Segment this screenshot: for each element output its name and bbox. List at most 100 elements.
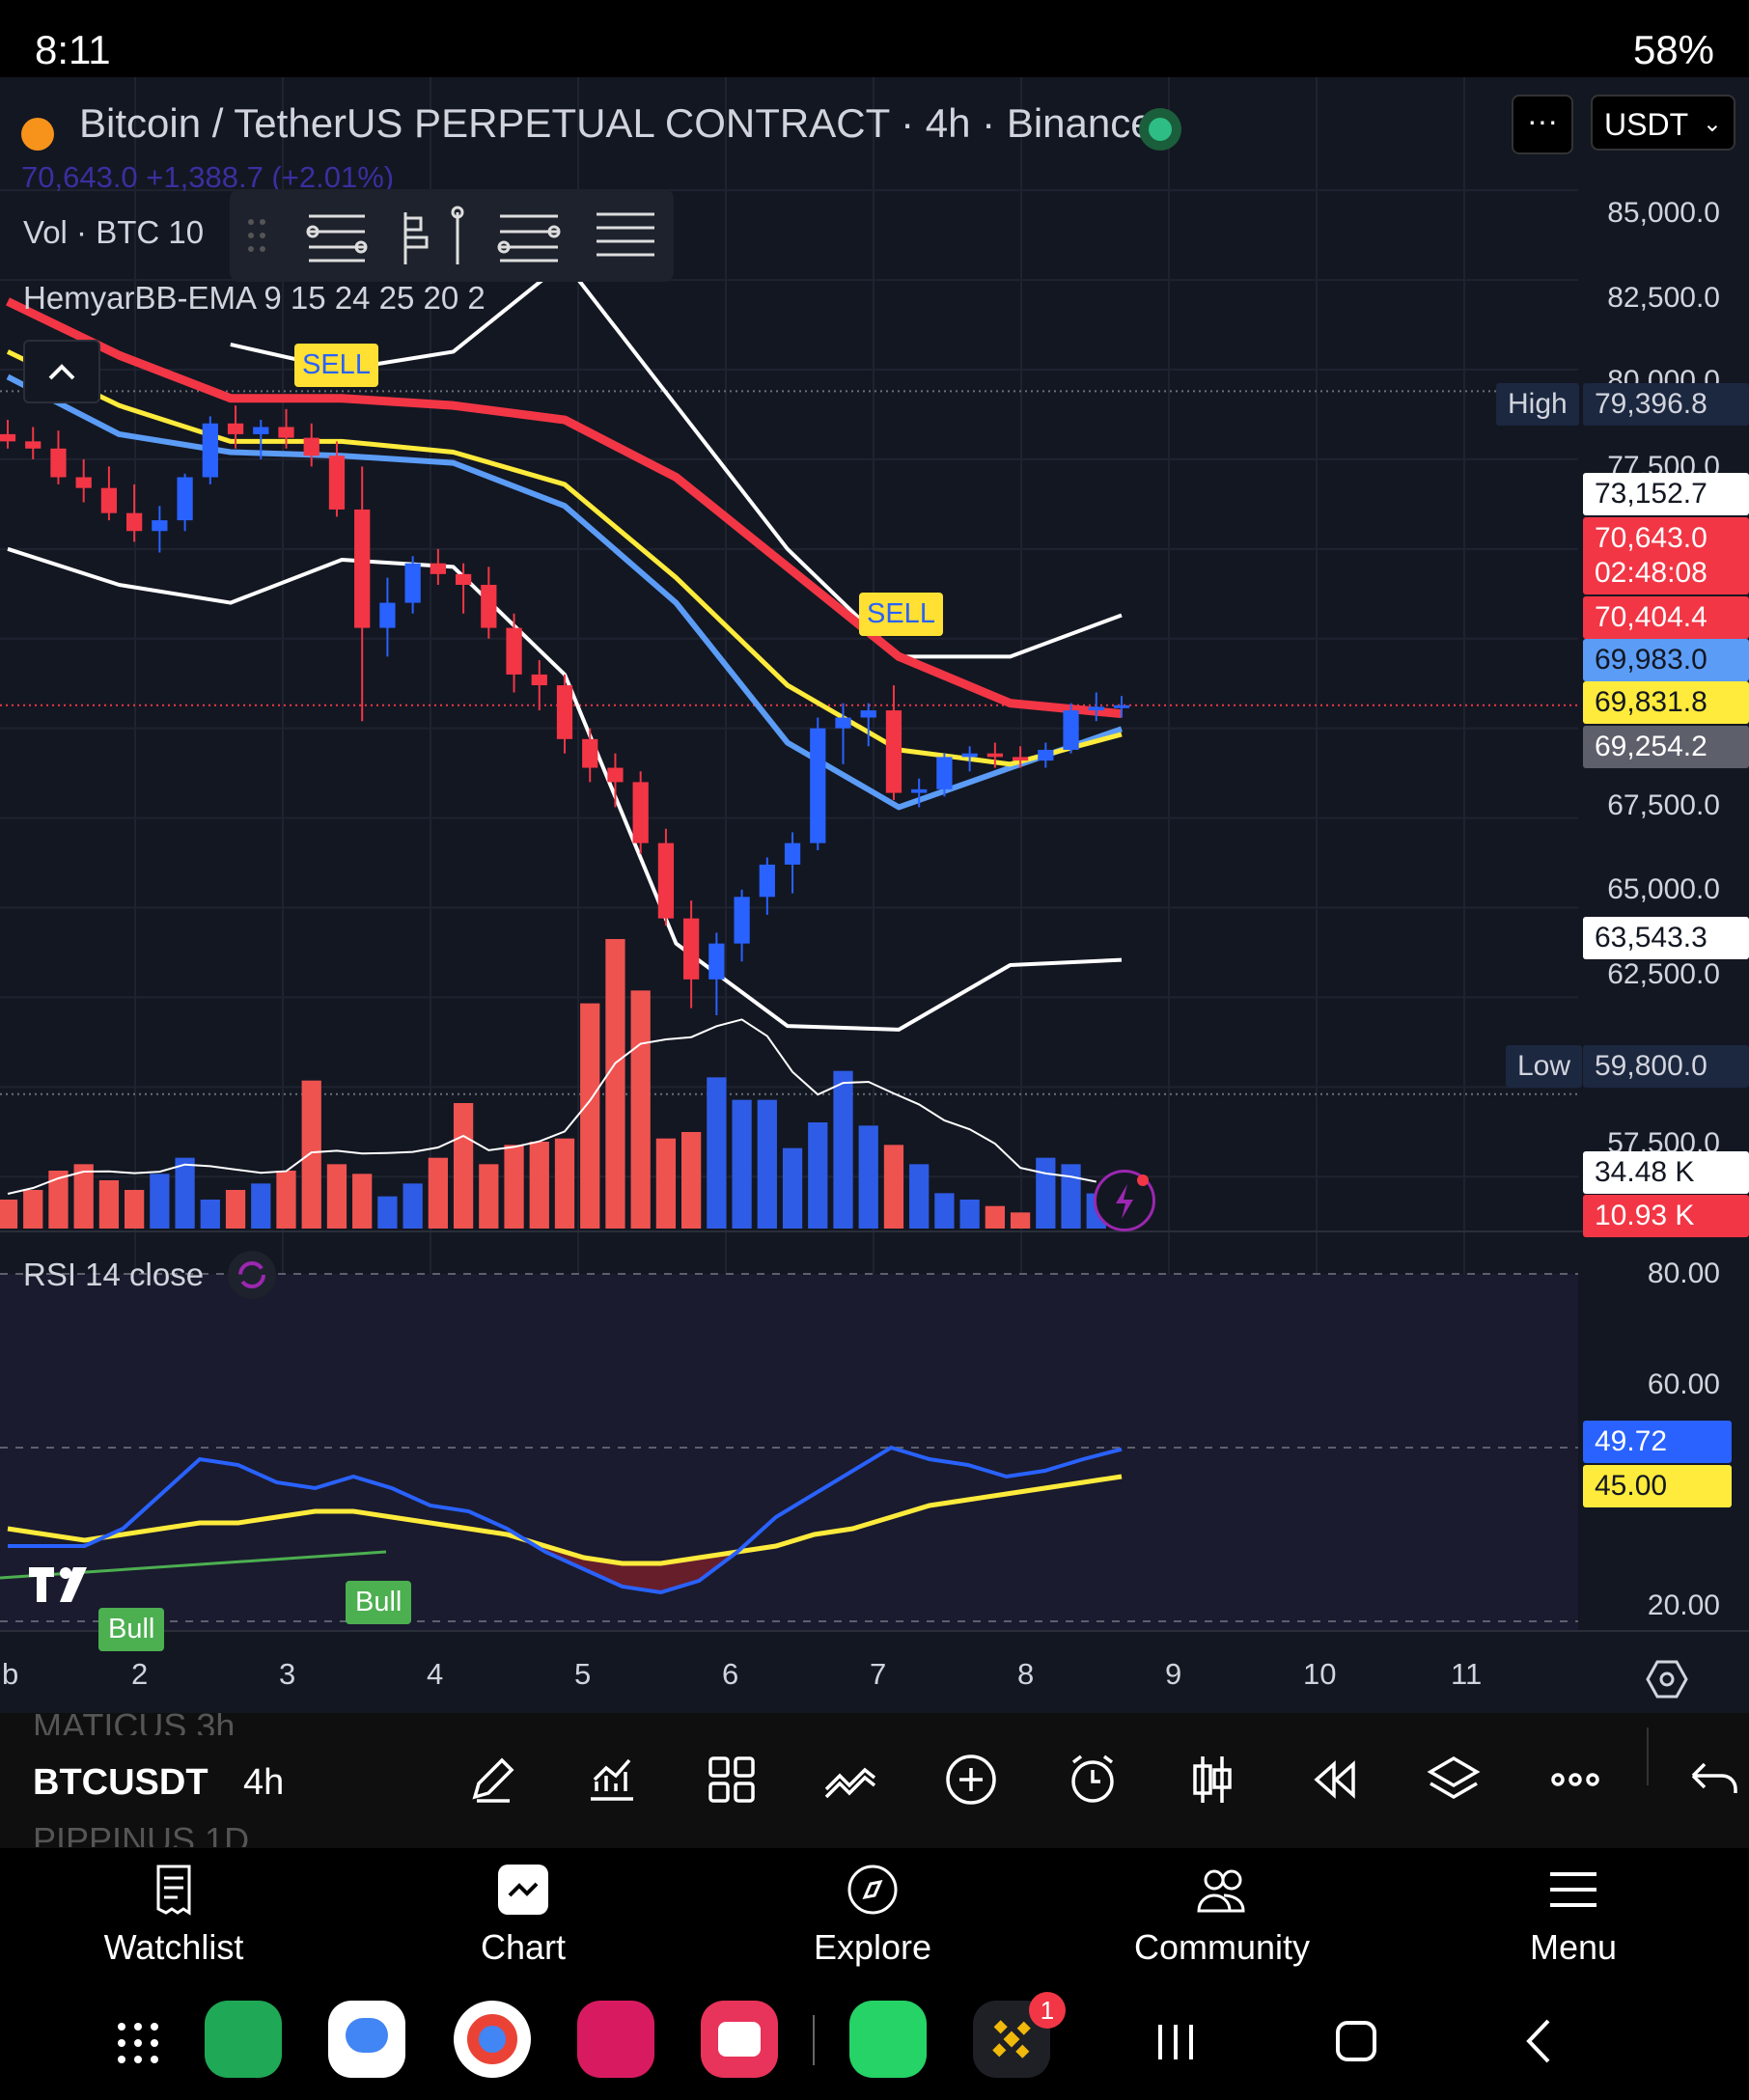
- price-chart[interactable]: [0, 77, 1749, 1713]
- high-label: High: [1496, 383, 1579, 426]
- watchlist-prev[interactable]: MATICUS 3h: [33, 1706, 236, 1735]
- upper-band-value: 73,152.7: [1583, 473, 1749, 515]
- volume-bar: [479, 1164, 499, 1229]
- lightning-icon[interactable]: [1094, 1170, 1155, 1231]
- candle-body: [885, 710, 902, 793]
- symbol-title[interactable]: Bitcoin / TetherUS PERPETUAL CONTRACT · …: [79, 100, 1153, 146]
- candle-body: [632, 782, 649, 843]
- chevron-down-icon: ⌄: [1702, 111, 1722, 137]
- bb-ema-legend[interactable]: HemyarBB-EMA 9 15 24 25 20 2: [23, 280, 486, 316]
- date-tick-10: 10: [1303, 1657, 1337, 1691]
- date-tick-4: 4: [427, 1657, 444, 1691]
- rsi-line: [8, 1445, 1123, 1595]
- messages-app-icon[interactable]: [328, 2001, 405, 2078]
- nav-watchlist-label: Watchlist: [103, 1927, 244, 1967]
- more-icon[interactable]: [1544, 1749, 1606, 1810]
- app-drawer-icon[interactable]: [114, 2019, 162, 2067]
- volume-bar: [707, 1077, 727, 1229]
- watchlist-interval[interactable]: 4h: [243, 1762, 285, 1803]
- pencil-icon[interactable]: [461, 1749, 523, 1810]
- rsi-sync-icon[interactable]: [228, 1251, 276, 1299]
- volume-bar: [529, 1142, 549, 1229]
- tradingview-logo[interactable]: [27, 1561, 106, 1608]
- volume-bar: [48, 1171, 69, 1229]
- replay-icon[interactable]: [1301, 1749, 1363, 1810]
- gallery-app-icon[interactable]: [577, 2001, 654, 2078]
- candle-body: [734, 897, 750, 944]
- volume-legend[interactable]: Vol · BTC 10: [23, 214, 205, 250]
- status-time: 8:11: [35, 27, 111, 72]
- candle-body: [25, 441, 42, 449]
- candle-body: [75, 477, 92, 488]
- date-tick-5: 5: [574, 1657, 592, 1691]
- volume-bar: [377, 1196, 398, 1229]
- watchlist-next[interactable]: PIPPINUS 1D: [33, 1820, 250, 1847]
- whatsapp-app-icon[interactable]: [849, 2001, 927, 2078]
- back-icon[interactable]: [1519, 2017, 1558, 2065]
- indicators-icon[interactable]: [581, 1749, 643, 1810]
- status-battery: 58%: [1632, 27, 1714, 72]
- layers-icon[interactable]: [1423, 1749, 1485, 1810]
- nav-chart[interactable]: Chart: [417, 1863, 629, 1968]
- home-icon[interactable]: [1334, 2019, 1378, 2063]
- binance-app-icon[interactable]: [973, 2001, 1050, 2078]
- candle-body: [683, 918, 700, 980]
- volume-bar: [580, 1003, 600, 1229]
- floating-toolbar[interactable]: [230, 189, 674, 282]
- layout-grid-icon[interactable]: [701, 1749, 763, 1810]
- nav-community[interactable]: Community: [1116, 1863, 1328, 1968]
- currency-select[interactable]: USDT ⌄: [1591, 95, 1735, 151]
- candle-body: [961, 753, 978, 758]
- nav-explore-label: Explore: [813, 1927, 932, 1967]
- nav-menu[interactable]: Menu: [1467, 1863, 1680, 1968]
- candle-body: [50, 448, 67, 478]
- bitcoin-icon: [21, 118, 54, 151]
- compare-icon[interactable]: [820, 1749, 882, 1810]
- watchlist-symbol[interactable]: BTCUSDT: [33, 1762, 208, 1803]
- more-button[interactable]: ···: [1512, 95, 1573, 154]
- recent-apps-icon[interactable]: [1154, 2021, 1199, 2063]
- candle-body: [202, 423, 218, 478]
- sell-signal-1: SELL: [294, 344, 378, 387]
- bar-type-icon[interactable]: [1181, 1749, 1243, 1810]
- candle-body: [607, 767, 624, 783]
- low-label: Low: [1506, 1045, 1583, 1088]
- candle-body: [506, 627, 522, 675]
- rsi-legend[interactable]: RSI 14 close: [23, 1257, 205, 1292]
- undo-icon[interactable]: [1683, 1749, 1745, 1810]
- hamburger-icon: [1550, 1872, 1596, 1907]
- add-icon[interactable]: [940, 1749, 1002, 1810]
- candle-body: [253, 427, 269, 434]
- bollinger-upper-line: [230, 260, 1123, 659]
- candle-body: [328, 456, 346, 510]
- sell-signal-2: SELL: [859, 593, 943, 636]
- ema-gray-value: 69,254.2: [1583, 726, 1749, 768]
- volume-bar: [681, 1132, 702, 1229]
- phone-app-icon[interactable]: [205, 2001, 282, 2078]
- candle-body: [278, 427, 294, 438]
- nav-explore[interactable]: Explore: [766, 1863, 979, 1968]
- volume-bar: [833, 1070, 853, 1229]
- nav-watchlist[interactable]: Watchlist: [68, 1863, 280, 1968]
- price-tick-62500: 62,500.0: [1607, 958, 1720, 990]
- price-tick-82500: 82,500.0: [1607, 282, 1720, 314]
- camera-app-icon[interactable]: [701, 2001, 778, 2078]
- alert-icon[interactable]: [1062, 1749, 1124, 1810]
- floating-toolbar-drag-handle[interactable]: [237, 207, 276, 264]
- candle-body: [152, 520, 168, 532]
- candle-body: [911, 788, 928, 793]
- candle-body: [556, 685, 573, 739]
- volume-bar: [782, 1147, 803, 1229]
- date-tick-6: 6: [722, 1657, 739, 1691]
- ema-yellow-line: [6, 349, 1123, 767]
- candle-body: [784, 843, 801, 865]
- volume-bar: [23, 1190, 43, 1229]
- volume-bar: [554, 1138, 575, 1229]
- collapse-legend-button[interactable]: [23, 340, 100, 403]
- chart-settings-icon[interactable]: [1646, 1658, 1688, 1700]
- chrome-app-icon[interactable]: [454, 2001, 531, 2078]
- community-icon: [1197, 1869, 1245, 1913]
- volume-bar: [732, 1099, 752, 1229]
- candle-body: [936, 757, 953, 789]
- volume-bar: [909, 1164, 930, 1229]
